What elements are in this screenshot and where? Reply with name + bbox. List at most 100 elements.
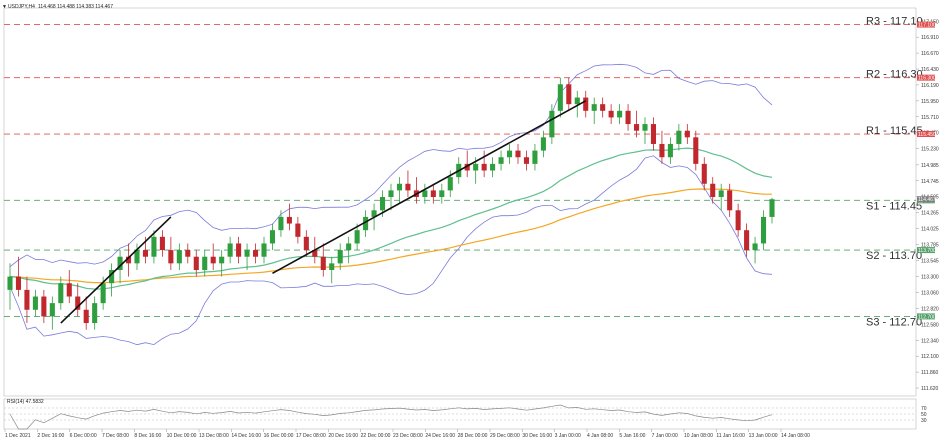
current-price-tag-text: 114.467 [918, 197, 936, 203]
price-axis-tick-label: 115.710 [921, 115, 939, 121]
price-axis-tick-label: 116.430 [921, 67, 939, 73]
time-axis-tick-label: 1 Dec 2021 [5, 433, 31, 439]
level-price-tag-text: 117.100 [918, 23, 936, 29]
candle-body [117, 256, 123, 270]
candle-body [439, 190, 445, 198]
candle-body [676, 130, 682, 144]
rsi-axis-tick-label: 50 [921, 412, 927, 418]
price-axis-tick-label: 114.265 [921, 211, 939, 217]
candle-body [481, 163, 487, 171]
level-label-r2: R2 - 116.30 [866, 69, 923, 81]
candle-body [744, 230, 750, 251]
candle-body [540, 137, 546, 151]
candle-body [769, 199, 775, 217]
candle-body [642, 124, 648, 131]
candle-body [566, 84, 572, 105]
price-axis-tick-label: 111.620 [921, 386, 939, 392]
time-axis-tick-label: 14 Dec 16:00 [231, 433, 261, 439]
price-axis-tick-label: 116.190 [921, 83, 939, 89]
time-axis-tick-label: 20 Dec 16:00 [328, 433, 358, 439]
price-axis-tick-label: 113.060 [921, 291, 939, 297]
candle-body [583, 97, 589, 111]
price-axis-tick-label: 113.300 [921, 275, 939, 281]
candle-body [134, 250, 140, 264]
time-axis-tick-label: 10 Jan 08:00 [684, 433, 713, 439]
candle-body [371, 210, 377, 217]
price-axis-tick-label: 112.820 [921, 306, 939, 312]
rsi-axis-tick-label: 70 [921, 406, 927, 412]
chart-ohlc: 114.468 114.488 114.383 114.467 [38, 4, 113, 10]
candle-body [32, 296, 38, 310]
candle-body [337, 250, 343, 264]
candle-body [515, 150, 521, 158]
candle-body [667, 143, 673, 158]
time-axis-tick-label: 16 Dec 00:00 [264, 433, 294, 439]
time-axis-tick-label: 23 Dec 08:00 [393, 433, 423, 439]
candle-body [66, 283, 72, 297]
price-axis-tick-label: 114.985 [921, 163, 939, 169]
candle-body [92, 303, 98, 324]
candle-body [701, 163, 707, 184]
price-axis-tick-label: 116.670 [921, 51, 939, 57]
bollinger-band-upper [9, 63, 773, 268]
time-axis-tick-label: 13 Jan 00:00 [749, 433, 778, 439]
level-label-s2: S2 - 113.70 [866, 250, 922, 262]
level-label-s1: S1 - 114.45 [866, 200, 922, 212]
candle-body [125, 256, 132, 264]
level-price-tag-text: 115.450 [918, 132, 936, 138]
rsi-label: RSI(14) 47.5832 [7, 399, 44, 405]
time-axis-tick-label: 22 Dec 00:00 [361, 433, 391, 439]
candle-body [422, 190, 428, 198]
candle-body [490, 163, 496, 171]
trend-line [272, 100, 587, 274]
bollinger-band-lower [9, 155, 773, 346]
candle-body [329, 263, 335, 270]
price-axis-tick-label: 111.860 [921, 370, 939, 376]
candle-body [760, 216, 767, 244]
candle-body [684, 130, 690, 138]
candle-body [473, 163, 479, 171]
time-axis-tick-label: 10 Dec 00:00 [167, 433, 197, 439]
level-price-tag [917, 131, 935, 138]
candle-body [320, 256, 326, 270]
candle-body [557, 84, 563, 111]
time-axis-tick-label: 14 Jan 08:00 [781, 433, 810, 439]
candle-body [100, 283, 106, 304]
chart-symbol: USDJPY,H4 [8, 4, 35, 10]
candle-body [244, 250, 250, 257]
candle-body [608, 110, 614, 118]
candle-body [532, 150, 538, 164]
candle-body [193, 256, 199, 270]
time-axis-tick-label: 8 Dec 16:00 [134, 433, 161, 439]
time-axis-tick-label: 13 Dec 08:00 [199, 433, 229, 439]
candle-body [405, 183, 411, 191]
candle-body [15, 276, 22, 290]
time-axis-tick-label: 29 Dec 08:00 [490, 433, 520, 439]
candle-body [219, 256, 225, 264]
candle-body [447, 177, 453, 191]
candle-body [346, 243, 352, 251]
price-axis-tick-label: 114.025 [921, 227, 939, 233]
rsi-line [9, 404, 773, 430]
level-price-tag [917, 247, 935, 254]
candle-body [718, 190, 724, 198]
trend-line [60, 216, 172, 324]
price-axis-tick-label: 114.745 [921, 179, 939, 185]
candle-body [354, 230, 360, 244]
candle-body [58, 283, 64, 304]
level-price-tag [917, 74, 935, 81]
candle-body [176, 250, 182, 264]
candle-body [109, 269, 115, 284]
candle-body [363, 216, 369, 231]
price-axis-tick-label: 115.230 [921, 147, 939, 153]
price-axis-tick-label: 113.545 [921, 258, 939, 264]
candle-body [574, 97, 580, 105]
candle-body [710, 183, 716, 198]
candle-body [269, 230, 276, 244]
level-price-tag [917, 313, 935, 320]
candle-body [236, 243, 242, 257]
level-price-tag [917, 21, 935, 28]
candle-body [159, 236, 165, 251]
price-plot-area [3, 7, 917, 397]
